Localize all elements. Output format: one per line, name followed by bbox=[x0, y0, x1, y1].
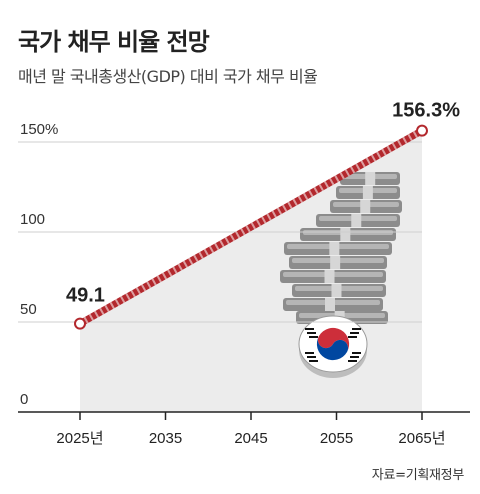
banknote-bundle bbox=[280, 270, 386, 283]
data-label-end: 156.3% bbox=[392, 100, 460, 122]
data-point bbox=[74, 317, 86, 330]
banknote-bundle bbox=[340, 172, 400, 185]
banknote-bundle bbox=[284, 242, 392, 255]
y-tick-label: 50 bbox=[20, 301, 37, 318]
banknote-bundle bbox=[283, 298, 383, 311]
data-label-start: 49.1 bbox=[66, 285, 105, 307]
banknote-bundle bbox=[336, 186, 400, 199]
x-tick-label: 2055 bbox=[320, 430, 353, 447]
banknote-stack bbox=[280, 172, 402, 324]
korean-flag-coin-icon bbox=[298, 315, 368, 378]
banknote-bundle bbox=[316, 214, 400, 227]
banknote-bundle bbox=[292, 284, 386, 297]
chart-subtitle: 매년 말 국내총생산(GDP) 대비 국가 채무 비율 bbox=[18, 67, 318, 86]
x-tick-label: 2035 bbox=[149, 430, 182, 447]
banknote-bundle bbox=[330, 200, 402, 213]
chart-title: 국가 채무 비율 전망 bbox=[18, 28, 210, 56]
banknote-bundle bbox=[300, 228, 396, 241]
x-tick-label: 2065년 bbox=[398, 430, 445, 447]
money-stack-illustration bbox=[280, 172, 402, 378]
series-line bbox=[78, 127, 424, 327]
y-tick-label: 100 bbox=[20, 211, 45, 228]
data-point bbox=[416, 124, 428, 137]
source-note: 자료=기획재정부 bbox=[371, 468, 465, 483]
y-tick-label: 150% bbox=[20, 121, 58, 138]
banknote-bundle bbox=[289, 256, 387, 269]
x-tick-label: 2025년 bbox=[56, 430, 103, 447]
x-tick-label: 2045 bbox=[234, 430, 267, 447]
y-tick-label: 0 bbox=[20, 391, 28, 408]
